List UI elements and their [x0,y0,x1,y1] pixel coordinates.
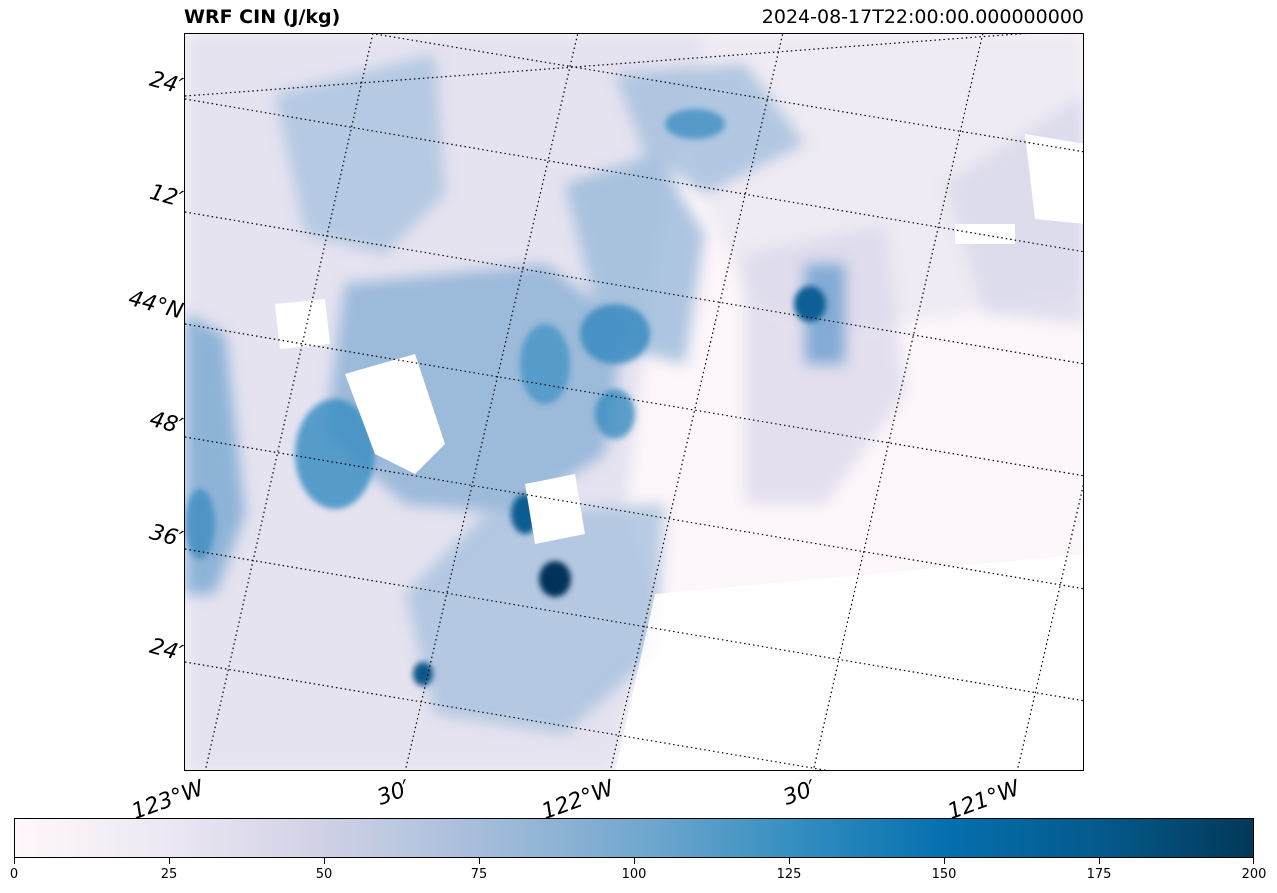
colorbar-tick-label: 200 [1241,867,1267,882]
cin-strong-cores [185,109,826,686]
lat-label-48: 48′ [146,406,186,440]
colorbar-tick-mark [169,858,170,864]
lon-label-30-east: 30′ [779,776,820,811]
colorbar-tick-mark [479,858,480,864]
colorbar-tick-mark [1253,858,1254,864]
lon-label-30-west: 30′ [373,776,414,811]
colorbar-tick-label: 125 [776,867,802,882]
colorbar-tick-mark [14,858,15,864]
lat-label-44n: 44°N [125,286,186,325]
colorbar-tick-label: 50 [315,867,333,882]
lat-label-36: 36′ [146,519,186,553]
map-title: WRF CIN (J/kg) [184,6,341,28]
colorbar-tick-mark [324,858,325,864]
map-panel[interactable] [184,33,1084,771]
cin-field [185,34,1083,770]
lat-label-24-bottom: 24′ [146,633,186,667]
colorbar [14,818,1254,858]
colorbar-tick-label: 175 [1086,867,1112,882]
colorbar-tick-label: 25 [160,867,178,882]
cin-zero-gaps [275,134,1083,770]
colorbar-tick-label: 100 [621,867,647,882]
colorbar-tick-mark [944,858,945,864]
colorbar-tick-mark [634,858,635,864]
map-timestamp: 2024-08-17T22:00:00.000000000 [761,6,1084,28]
colorbar-tick-label: 75 [470,867,488,882]
lat-label-24-top: 24′ [146,66,186,100]
colorbar-tick-mark [789,858,790,864]
lat-label-12: 12′ [146,179,186,213]
colorbar-tick-label: 150 [931,867,957,882]
graticule [185,34,1083,770]
colorbar-tick-label: 0 [9,867,19,882]
colorbar-tick-mark [1099,858,1100,864]
